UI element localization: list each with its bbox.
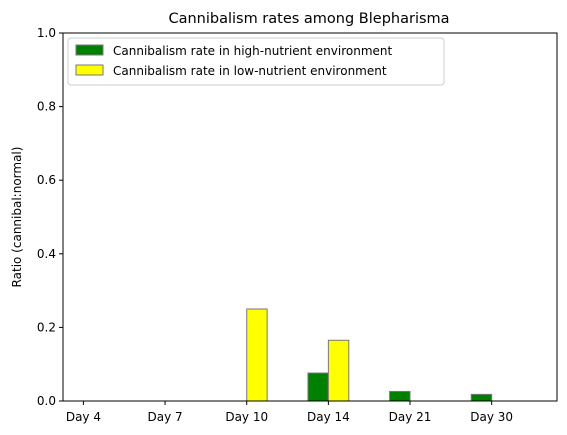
y-tick-label: 0.2 — [37, 320, 56, 334]
legend-swatch-low-nutrient — [75, 64, 104, 76]
legend: Cannibalism rate in high-nutrient enviro… — [67, 37, 445, 86]
bar-low-nutrient-day-14 — [327, 339, 350, 402]
y-tick-label: 0.6 — [37, 173, 56, 187]
x-tick-label: Day 14 — [307, 410, 350, 424]
legend-label-low-nutrient: Cannibalism rate in low-nutrient environ… — [113, 64, 387, 78]
bar-high-nutrient-day-30 — [470, 393, 493, 402]
bar-low-nutrient-day-10 — [246, 308, 268, 402]
y-tick-label: 0.8 — [37, 100, 56, 114]
bar-high-nutrient-day-14 — [307, 372, 329, 402]
chart-title: Cannibalism rates among Blepharisma — [168, 11, 449, 27]
bar-high-nutrient-day-21 — [389, 390, 411, 402]
plot-frame — [62, 32, 558, 402]
x-tick-label: Day 7 — [147, 410, 182, 424]
y-axis-label: Ratio (cannibal:normal) — [10, 147, 24, 288]
y-tick-label: 0.4 — [37, 247, 56, 261]
y-axis: 0.0 0.2 0.4 0.6 0.8 1.0 — [37, 26, 63, 408]
y-tick-label: 1.0 — [37, 26, 56, 40]
legend-label-high-nutrient: Cannibalism rate in high-nutrient enviro… — [113, 44, 393, 58]
x-tick-label: Day 21 — [389, 410, 432, 424]
y-tick-label: 0.0 — [37, 394, 56, 408]
bars-layer — [246, 308, 493, 402]
x-axis: Day 4 Day 7 Day 10 Day 14 Day 21 Day 30 — [66, 401, 513, 424]
x-tick-label: Day 4 — [66, 410, 101, 424]
x-tick-label: Day 30 — [470, 410, 513, 424]
legend-box — [67, 37, 445, 86]
x-tick-label: Day 10 — [225, 410, 268, 424]
legend-swatch-high-nutrient — [75, 44, 104, 56]
